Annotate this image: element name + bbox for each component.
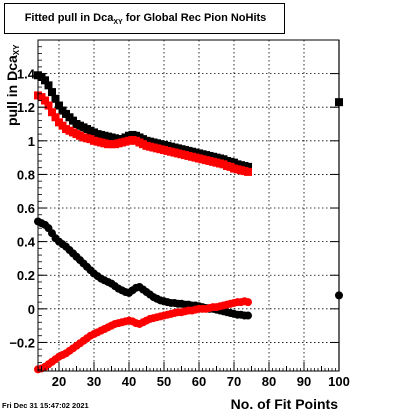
x-tick-label: 20: [52, 374, 66, 389]
x-tick-label: 90: [297, 374, 311, 389]
y-tick-label: 0.2: [17, 268, 35, 283]
data-point-square-s1: [44, 101, 53, 110]
y-tick-label: 0.6: [17, 201, 35, 216]
data-point-circle-s3: [244, 298, 252, 307]
data-point-circle-s2: [244, 311, 252, 320]
data-point-square-s0: [55, 101, 63, 110]
y-tick-label: 0.8: [17, 167, 35, 182]
data-point-square-s1: [51, 113, 60, 122]
x-tick-label: 100: [328, 374, 350, 389]
y-tick-label: 0: [28, 302, 35, 317]
data-point-square-s0: [51, 94, 60, 103]
chart-title-rest: for Global Rec Pion NoHits: [122, 12, 267, 24]
x-axis-label: No. of Fit Points: [230, 396, 338, 412]
data-point-square-s0: [41, 76, 49, 85]
y-axis-label-subscript: XY: [12, 44, 21, 56]
chart-title-subscript: XY: [113, 19, 123, 26]
title-box: Fitted pull in DcaXY for Global Rec Pion…: [4, 3, 285, 34]
x-tick-label: 60: [192, 374, 206, 389]
x-tick-label: 80: [262, 374, 276, 389]
y-tick-label: 0.4: [17, 235, 36, 250]
data-point-square-s0: [244, 162, 252, 171]
x-tick-label: 30: [87, 374, 101, 389]
x-tick-label: 40: [122, 374, 136, 389]
y-tick-label: −0.2: [9, 335, 35, 350]
datestamp: Fri Dec 31 15:47:02 2021: [2, 401, 89, 410]
data-point-square-s0: [48, 88, 56, 97]
chart-title-main: Fitted pull in Dca: [24, 12, 114, 24]
x-tick-label: 50: [157, 374, 171, 389]
x-tick-label: 70: [227, 374, 241, 389]
data-point-square-s1: [244, 167, 252, 176]
grid-lines: [38, 40, 340, 371]
data-points: [34, 71, 343, 374]
data-point-square-s0: [44, 81, 53, 90]
y-tick-label: 1.4: [17, 67, 36, 82]
y-axis-label-main: pull in Dca: [4, 55, 20, 126]
chart-title: Fitted pull in DcaXY for Global Rec Pion…: [5, 4, 286, 35]
y-tick-label: 1: [28, 134, 35, 149]
data-point-square-s1: [48, 108, 56, 117]
y-tick-label: 1.2: [17, 100, 35, 115]
y-axis-label: pull in DcaXY: [4, 45, 21, 126]
axes: 20 30 40 50 60 70 80 90 100 −0.2 0 0.2 0.4 0.6 0.8 1 1.2…: [9, 39, 350, 389]
plot-frame: [37, 39, 340, 372]
data-point-square-s1: [41, 96, 49, 105]
